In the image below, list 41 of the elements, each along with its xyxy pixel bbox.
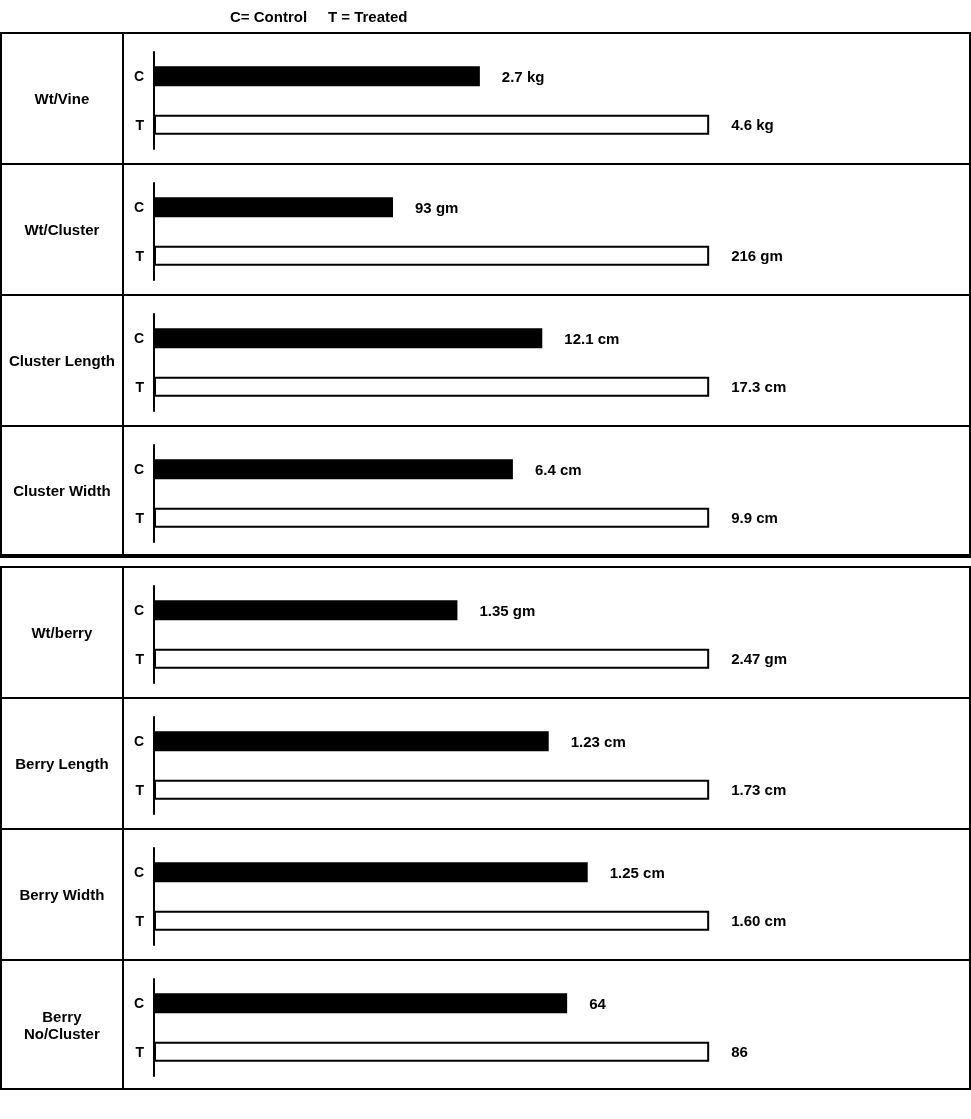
y-tick-label: C bbox=[133, 602, 144, 619]
data-label: 1.73 cm bbox=[730, 781, 786, 799]
data-label: 1.23 cm bbox=[570, 732, 626, 750]
data-label: 216 gm bbox=[730, 247, 783, 265]
text: Berry Width bbox=[2, 830, 124, 959]
data-label: 1.60 cm bbox=[730, 912, 786, 930]
text: Berry No/Cluster bbox=[2, 961, 124, 1088]
y-tick-label: C bbox=[133, 733, 144, 750]
data-label: 1.35 gm bbox=[479, 601, 536, 619]
y-tick-label: T bbox=[135, 509, 145, 526]
data-label: 6.4 cm bbox=[534, 460, 582, 478]
text: Wt/Cluster bbox=[2, 165, 124, 294]
data-label: 12.1 cm bbox=[564, 329, 620, 347]
y-tick-label: C bbox=[133, 461, 144, 478]
data-label: 9.9 cm bbox=[730, 509, 778, 527]
data-label: 86 bbox=[730, 1043, 748, 1061]
data-label: 93 gm bbox=[414, 198, 459, 216]
text: Berry Length bbox=[2, 699, 124, 828]
text: Wt/Vine bbox=[2, 34, 124, 163]
y-tick-label: T bbox=[135, 1043, 145, 1060]
y-tick-label: C bbox=[133, 199, 144, 216]
data-label: 64 bbox=[588, 994, 607, 1012]
y-tick-label: C bbox=[133, 330, 144, 347]
data-label: 1.25 cm bbox=[609, 863, 665, 881]
y-tick-label: C bbox=[133, 864, 144, 881]
y-tick-label: T bbox=[135, 650, 145, 667]
y-tick-label: T bbox=[135, 247, 145, 264]
data-label: 4.6 kg bbox=[730, 116, 774, 134]
text: Cluster Length bbox=[2, 296, 124, 425]
y-tick-label: T bbox=[135, 781, 145, 798]
data-label: 17.3 cm bbox=[730, 378, 786, 396]
data-label: 2.47 gm bbox=[730, 650, 787, 668]
y-tick-label: T bbox=[135, 378, 145, 395]
y-tick-label: T bbox=[135, 912, 145, 929]
y-tick-label: T bbox=[135, 116, 145, 133]
text: Cluster Width bbox=[2, 427, 124, 554]
y-tick-label: C bbox=[133, 68, 144, 85]
data-label: 2.7 kg bbox=[501, 67, 545, 85]
text: C= Control T = Treated bbox=[230, 8, 408, 25]
y-tick-label: C bbox=[133, 995, 144, 1012]
text: Wt/berry bbox=[2, 568, 124, 697]
